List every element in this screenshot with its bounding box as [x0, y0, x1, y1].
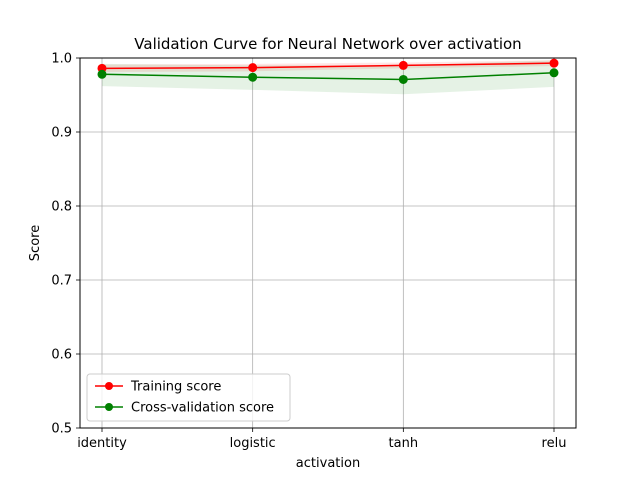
y-tick-label: 0.6: [51, 348, 72, 363]
plot-frame: [79, 57, 577, 429]
y-tick-label: 0.7: [51, 274, 72, 289]
y-axis-ticks: 0.5 0.6 0.7 0.8 0.9 1.0: [51, 52, 80, 437]
y-tick-label: 0.9: [51, 126, 72, 141]
x-axis-label: activation: [296, 456, 360, 471]
x-tick-label: relu: [542, 436, 567, 451]
legend-cv-label: Cross-validation score: [131, 401, 274, 416]
x-axis-ticks: identity logistic tanh relu: [77, 428, 566, 451]
x-tick-label: identity: [77, 436, 127, 451]
y-tick-label: 0.8: [51, 200, 72, 215]
training-score-line: [101, 62, 555, 70]
x-tick-label: tanh: [389, 436, 419, 451]
training-score-marker: [549, 58, 559, 68]
cv-score-marker: [398, 74, 408, 84]
legend: Training score Cross-validation score: [86, 373, 291, 422]
legend-cv-marker: [105, 403, 113, 411]
chart-title: Validation Curve for Neural Network over…: [134, 35, 521, 53]
cv-score-marker: [248, 72, 258, 82]
score-lines: [97, 58, 559, 84]
cv-score-line: [101, 72, 555, 81]
legend-box: [86, 373, 291, 422]
legend-training-marker: [105, 382, 113, 390]
training-score-marker: [398, 60, 408, 70]
cv-score-marker: [97, 69, 107, 79]
x-tick-label: logistic: [230, 436, 276, 451]
cv-score-marker: [549, 68, 559, 78]
training-score-marker: [248, 63, 258, 73]
y-tick-label: 1.0: [51, 52, 72, 67]
cv-score-band: [102, 60, 554, 95]
y-tick-label: 0.5: [51, 422, 72, 437]
legend-training-label: Training score: [130, 380, 221, 395]
y-axis-label: Score: [28, 225, 43, 261]
